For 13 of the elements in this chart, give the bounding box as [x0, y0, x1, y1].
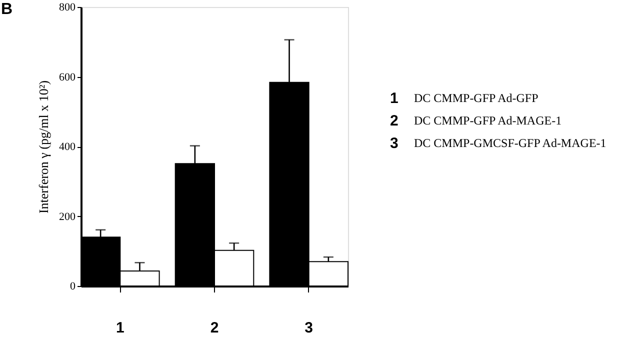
text: 1 DC CMMP-GFP Ad-GFP	[390, 90, 539, 107]
y-tick-label: 200	[59, 210, 76, 223]
x-tick-label: 2	[210, 320, 219, 336]
x-tick-label: 3	[304, 320, 314, 336]
x-tick-label: 1	[116, 320, 124, 336]
y-tick-label: 600	[59, 71, 76, 84]
y-axis-title: Interferon γ (pg/ml x 10²)	[36, 80, 51, 214]
chart-title: B	[1, 1, 13, 18]
y-tick-label: 400	[59, 141, 76, 153]
y-tick-label: 0	[70, 280, 76, 292]
text: 2 DC CMMP-GFP Ad-MAGE-1	[390, 112, 562, 130]
y-tick-label: 800	[59, 2, 76, 14]
text: 3 DC CMMP-GMCSF-GFP Ad-MAGE-1	[390, 135, 606, 152]
